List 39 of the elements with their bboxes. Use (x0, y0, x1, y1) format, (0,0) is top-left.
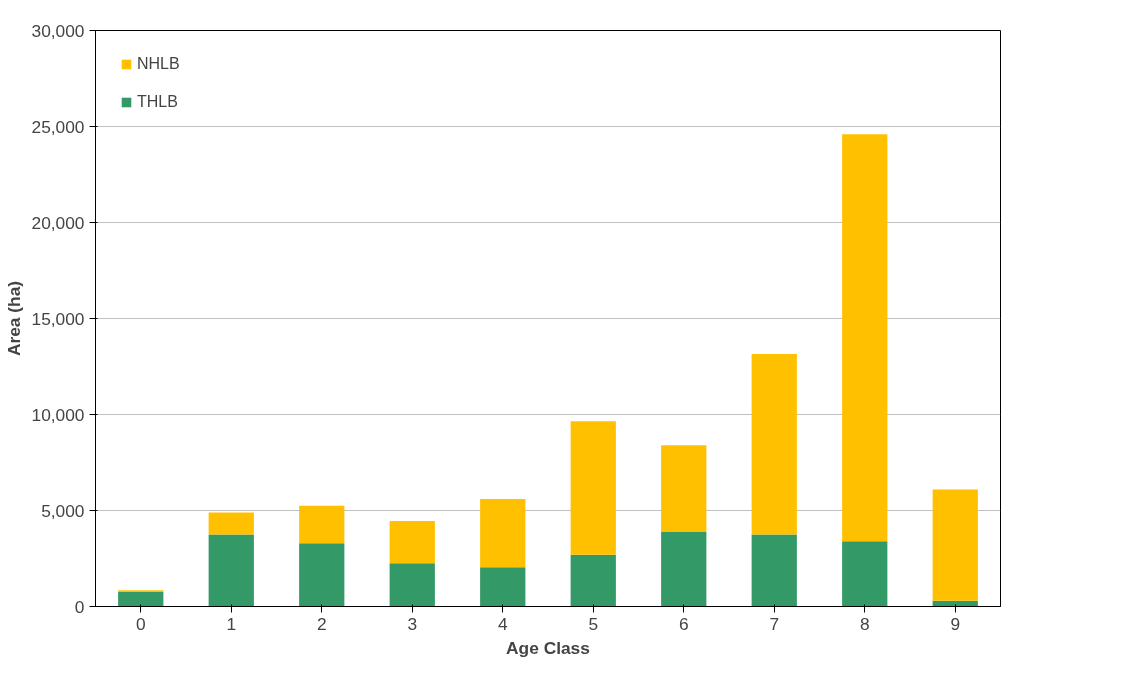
bar (570, 421, 616, 555)
bar (299, 505, 345, 544)
bar (480, 498, 526, 568)
bar (661, 531, 707, 607)
x-tick-label: 7 (769, 613, 780, 634)
x-tick-label: 3 (407, 613, 418, 634)
bar (480, 567, 526, 607)
bar (661, 445, 707, 532)
x-tick-label: 1 (226, 613, 237, 634)
bar (208, 534, 254, 607)
y-tick-label: 5,000 (41, 500, 85, 521)
x-tick-label: 4 (497, 613, 508, 634)
y-axis-title: Area (ha) (3, 280, 24, 357)
legend-label: THLB (137, 93, 178, 111)
bar (751, 534, 797, 607)
y-tick-label: 10,000 (31, 404, 85, 425)
bar (751, 354, 797, 535)
y-tick-label: 0 (74, 596, 85, 617)
x-tick-label: 9 (950, 613, 961, 634)
x-tick-label: 6 (678, 613, 689, 634)
bar (299, 543, 345, 607)
x-tick-label: 5 (588, 613, 599, 634)
bar (842, 541, 888, 607)
bar (208, 512, 254, 535)
x-axis-title: Age Class (506, 637, 590, 658)
x-tick-label: 0 (135, 613, 146, 634)
y-tick-label: 20,000 (31, 212, 85, 233)
x-tick-label: 2 (316, 613, 327, 634)
bar (389, 563, 435, 607)
y-tick-label: 25,000 (31, 116, 85, 137)
x-tick-label: 8 (859, 613, 870, 634)
bar (570, 554, 616, 607)
bar (932, 489, 978, 601)
bar (389, 521, 435, 564)
bar (118, 592, 164, 607)
legend-label: NHLB (137, 55, 180, 73)
bar (842, 134, 888, 542)
y-tick-label: 30,000 (31, 20, 85, 41)
y-tick-label: 15,000 (31, 308, 85, 329)
